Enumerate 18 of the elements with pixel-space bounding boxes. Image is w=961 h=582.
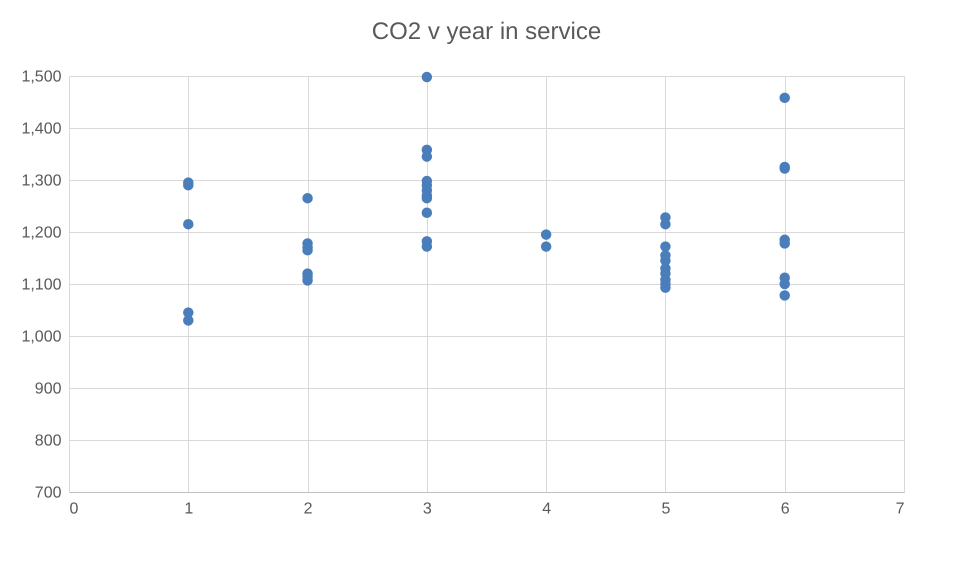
y-tick-label: 900 — [34, 380, 62, 398]
x-tick-label: 1 — [184, 500, 194, 518]
x-tick-label: 2 — [304, 500, 313, 518]
x-tick-label: 5 — [661, 500, 670, 518]
y-tick-label: 1,500 — [21, 68, 62, 86]
y-tick-label: 800 — [34, 432, 62, 450]
y-tick-label: 1,400 — [21, 120, 62, 138]
y-tick-label: 1,100 — [21, 276, 62, 294]
x-tick-label: 0 — [70, 500, 78, 518]
x-tick-label: 7 — [896, 500, 905, 518]
y-tick-label: 1,200 — [21, 224, 62, 242]
chart-title: CO2 v year in service — [372, 18, 602, 45]
x-tick-label: 6 — [780, 500, 790, 518]
x-tick-label: 4 — [542, 500, 552, 518]
y-tick-label: 1,000 — [21, 328, 62, 346]
x-tick-label: 3 — [422, 500, 432, 518]
y-tick-label: 1,300 — [21, 172, 62, 190]
y-tick-label: 700 — [34, 484, 62, 502]
